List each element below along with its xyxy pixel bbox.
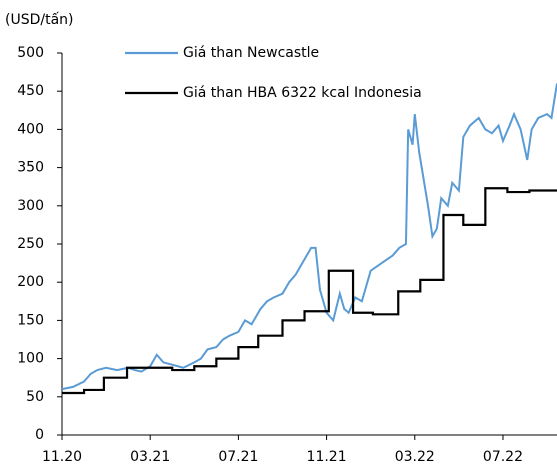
x-tick-label: 03.21 [130,449,170,465]
line [61,83,557,391]
y-tick-label: 250 [17,236,44,252]
y-tick-label: 350 [17,160,44,176]
legend-label: Giá than HBA 6322 kcal Indonesia [183,85,422,101]
line [62,187,557,395]
y-tick-label: 400 [17,121,44,137]
y-tick-label: 200 [17,274,44,290]
x-tick-label: 03.22 [395,449,435,465]
y-axis-label: (USD/tấn) [5,12,74,28]
y-tick-label: 500 [17,45,44,61]
x-tick-label: 11.20 [42,449,82,465]
y-tick-label: 50 [26,389,44,405]
x-tick-label: 11.21 [307,449,347,465]
x-tick-label: 07.22 [483,449,523,465]
y-tick-label: 150 [17,312,44,328]
y-tick-label: 100 [17,351,44,367]
y-tick-label: 450 [17,83,44,99]
legend-label: Giá than Newcastle [183,45,319,61]
y-tick-label: 0 [35,427,44,443]
y-tick-label: 300 [17,198,44,214]
x-tick-label: 07.21 [218,449,258,465]
